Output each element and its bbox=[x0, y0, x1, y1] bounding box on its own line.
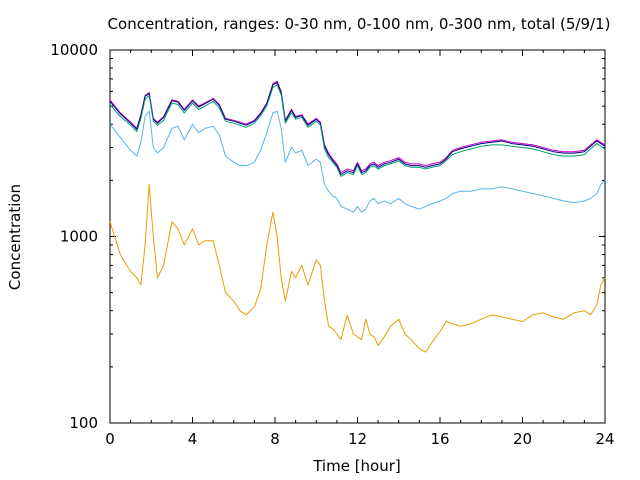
series-layer bbox=[109, 80, 606, 353]
x-tick-label: 12 bbox=[348, 430, 367, 448]
y-tick-label: 1000 bbox=[60, 228, 98, 246]
plot-frame bbox=[109, 49, 606, 424]
x-tick-label: 16 bbox=[430, 430, 449, 448]
series-line-1 bbox=[109, 80, 606, 174]
x-tick-label: 4 bbox=[188, 430, 198, 448]
x-tick-label: 0 bbox=[105, 430, 115, 448]
series-line-3 bbox=[109, 84, 606, 177]
y-tick-label: 10000 bbox=[50, 41, 98, 59]
x-tick-label: 8 bbox=[270, 430, 280, 448]
axis-ticks: 0 4 8 12 16 20 24 100 1000 10000 bbox=[50, 41, 614, 448]
series-line-4 bbox=[109, 110, 606, 213]
series-line-5 bbox=[109, 184, 606, 353]
chart-title: Concentration, ranges: 0-30 nm, 0-100 nm… bbox=[108, 15, 611, 33]
x-tick-label: 24 bbox=[595, 430, 614, 448]
x-tick-label: 20 bbox=[513, 430, 532, 448]
y-tick-label: 100 bbox=[69, 414, 98, 432]
y-axis-label: Concentration bbox=[6, 184, 24, 290]
series-line-2 bbox=[109, 81, 606, 175]
x-axis-label: Time [hour] bbox=[312, 457, 401, 475]
